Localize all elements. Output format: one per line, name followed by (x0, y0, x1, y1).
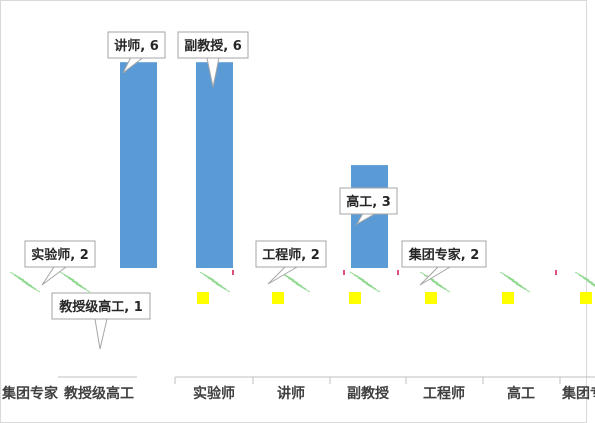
data-label-box-6 (339, 187, 398, 215)
x-tick-label-0: 集团专家 (1, 385, 59, 402)
artifact-stroke (71, 280, 87, 290)
artifact-stroke (499, 271, 515, 281)
bar-3 (120, 62, 157, 269)
artifact-stroke (361, 280, 377, 290)
tick-mark-fragment-3 (555, 270, 557, 275)
highlight-fragment-3 (425, 292, 437, 304)
x-tick-label-3: 讲师 (277, 385, 305, 402)
artifact-stroke (21, 280, 37, 290)
data-label-box-4 (177, 31, 249, 59)
artifact-stroke (507, 277, 523, 287)
artifact-stroke (590, 283, 595, 287)
data-label-3: 讲师, 6 (114, 38, 159, 54)
artifact-stroke (349, 271, 365, 281)
artifact-stroke (353, 274, 369, 284)
artifact-stroke (75, 283, 91, 293)
highlight-fragment-5 (580, 292, 592, 304)
artifact-stroke (365, 283, 381, 293)
artifact-stroke (586, 280, 595, 287)
data-label-box-1 (51, 292, 151, 320)
data-label-box-3 (107, 31, 166, 59)
tick-mark-fragment-2 (397, 270, 399, 275)
artifact-stroke (199, 271, 215, 281)
x-tick-label-2: 实验师 (193, 385, 235, 402)
tick-mark-fragment-0 (232, 270, 234, 275)
artifact-stroke (419, 271, 435, 281)
x-tick-label-4: 副教授 (347, 385, 390, 402)
artifact-stroke (63, 274, 79, 284)
artifact-stroke (423, 274, 439, 284)
artifact-stroke (13, 274, 29, 284)
artifact-stroke (295, 283, 311, 293)
data-label-6: 高工, 3 (346, 194, 391, 210)
artifact-stroke (211, 280, 227, 290)
highlight-fragment-0 (197, 292, 209, 304)
artifact-stroke (9, 271, 25, 281)
artifact-stroke (17, 277, 33, 287)
x-tick-label-1: 教授级高工 (64, 385, 134, 402)
artifact-stroke (207, 277, 223, 287)
artifact-stroke (357, 277, 373, 287)
x-tick-label-7: 集团专家 (561, 385, 595, 402)
artifact-stroke (215, 283, 231, 293)
artifact-stroke (283, 274, 299, 284)
artifact-stroke (431, 280, 447, 290)
artifact-fragment-4 (349, 271, 381, 293)
artifact-stroke (578, 274, 594, 284)
artifact-stroke (67, 277, 83, 287)
data-label-7: 集团专家, 2 (408, 247, 480, 263)
data-label-box-5 (255, 240, 327, 268)
artifact-stroke (515, 283, 531, 293)
data-label-box-2 (24, 240, 96, 268)
artifact-stroke (203, 274, 219, 284)
x-tick-label-5: 工程师 (423, 385, 465, 402)
artifact-stroke (574, 271, 590, 281)
artifact-fragment-1 (59, 271, 91, 293)
data-label-5: 工程师, 2 (262, 247, 320, 263)
artifact-fragment-2 (199, 271, 231, 293)
artifact-stroke (287, 277, 303, 287)
data-label-box-7 (401, 240, 487, 268)
artifact-stroke (291, 280, 307, 290)
artifact-stroke (511, 280, 527, 290)
data-label-2: 实验师, 2 (31, 247, 89, 263)
plot-band-artifacts (9, 271, 595, 293)
highlight-fragment-4 (502, 292, 514, 304)
artifact-fragment-0 (9, 271, 41, 293)
bar-4 (196, 62, 233, 269)
artifact-stroke (435, 283, 451, 293)
highlight-fragment-2 (349, 292, 361, 304)
x-tick-label-6: 高工 (507, 385, 535, 402)
artifact-stroke (25, 283, 41, 293)
highlight-fragment-1 (272, 292, 284, 304)
artifact-stroke (503, 274, 519, 284)
data-label-4: 副教授, 6 (184, 38, 242, 54)
artifact-stroke (59, 271, 75, 281)
data-label-1: 教授级高工, 1 (58, 299, 143, 315)
tick-mark-fragment-1 (343, 270, 345, 275)
artifact-fragment-6 (499, 271, 531, 293)
